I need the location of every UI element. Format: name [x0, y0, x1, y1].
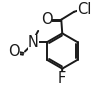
Text: O: O — [41, 12, 52, 27]
Text: N: N — [28, 35, 39, 50]
Text: F: F — [58, 71, 66, 86]
Text: Cl: Cl — [77, 2, 91, 17]
Text: O: O — [8, 44, 20, 59]
